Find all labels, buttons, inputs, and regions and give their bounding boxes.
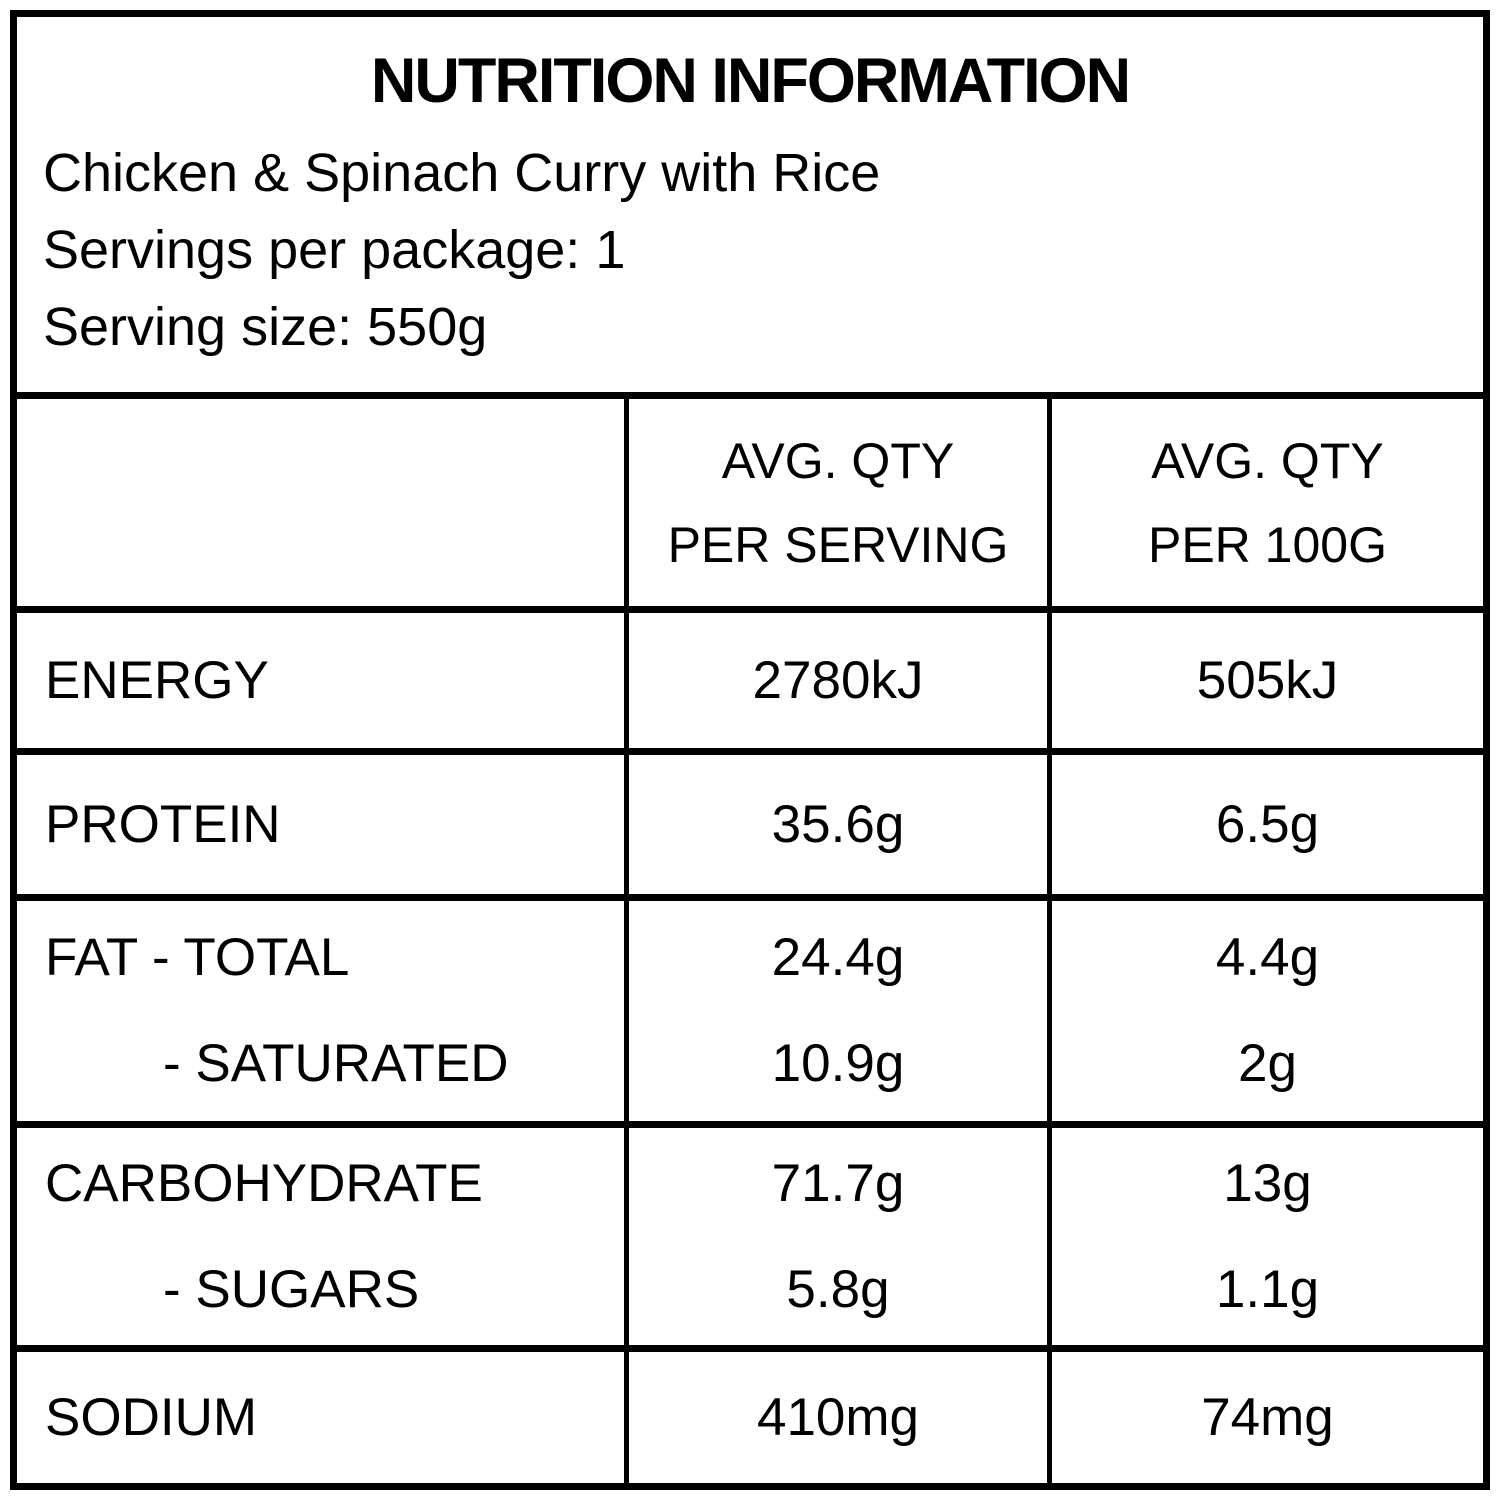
value-sub-text: 2g [1238,1034,1297,1093]
column-header-per-serving: AVG. QTY PER SERVING [629,399,1052,613]
label-header: NUTRITION INFORMATION Chicken & Spinach … [17,17,1483,366]
row-label: PROTEIN [45,795,281,854]
value-sub-text: 10.9g [771,1034,905,1093]
energy-per-100g-value: 505kJ [1052,613,1483,755]
column-header-per-100g: AVG. QTY PER 100G [1052,399,1483,613]
value-text: 13g [1223,1153,1312,1213]
row-label: SODIUM [45,1388,257,1447]
table-row-protein-label: PROTEIN [17,755,629,901]
row-label: FAT - TOTAL [45,928,350,987]
protein-per-100g-value: 6.5g [1052,755,1483,901]
value-sub-text: 1.1g [1215,1259,1320,1319]
energy-per-serving-value: 2780kJ [629,613,1052,755]
row-sublabel: - SATURATED [163,1034,509,1093]
column-header-per-serving-line2: PER SERVING [667,516,1009,573]
value-text: 24.4g [771,928,905,987]
value-sub-text: 5.8g [786,1259,890,1319]
product-name: Chicken & Spinach Curry with Rice [43,143,881,203]
value-text: 35.6g [771,795,905,854]
column-header-per-100g-line2: PER 100G [1147,516,1387,573]
serving-size: Serving size: 550g [43,297,488,357]
fat-per-serving-values: 24.4g 10.9g [629,901,1052,1128]
carbohydrate-per-100g-values: 13g 1.1g [1052,1128,1483,1352]
servings-per-package: Servings per package: 1 [43,220,626,280]
table-row-sodium-label: SODIUM [17,1352,629,1483]
column-header-per-100g-line1: AVG. QTY [1151,432,1384,489]
value-text: 2780kJ [752,651,924,710]
row-label: ENERGY [45,651,269,710]
nutrition-title: NUTRITION INFORMATION [370,46,1131,116]
protein-per-serving-value: 35.6g [629,755,1052,901]
carbohydrate-per-serving-values: 71.7g 5.8g [629,1128,1052,1352]
value-text: 505kJ [1196,651,1339,710]
value-text: 74mg [1201,1388,1334,1447]
sodium-per-100g-value: 74mg [1052,1352,1483,1483]
value-text: 4.4g [1215,928,1320,987]
value-text: 6.5g [1215,795,1320,854]
row-sublabel: - SUGARS [163,1259,420,1319]
nutrition-label-panel: NUTRITION INFORMATION Chicken & Spinach … [10,10,1490,1490]
value-text: 410mg [756,1388,920,1447]
table-row-energy-label: ENERGY [17,613,629,755]
table-corner-blank-cell [17,399,629,613]
table-row-fat-label: FAT - TOTAL - SATURATED [17,901,629,1128]
sodium-per-serving-value: 410mg [629,1352,1052,1483]
row-label: CARBOHYDRATE [45,1153,483,1213]
value-text: 71.7g [771,1153,905,1213]
nutrition-table: AVG. QTY PER SERVING AVG. QTY PER 100G E… [17,392,1483,1483]
column-header-per-serving-line1: AVG. QTY [721,432,955,489]
table-row-carbohydrate-label: CARBOHYDRATE - SUGARS [17,1128,629,1352]
fat-per-100g-values: 4.4g 2g [1052,901,1483,1128]
